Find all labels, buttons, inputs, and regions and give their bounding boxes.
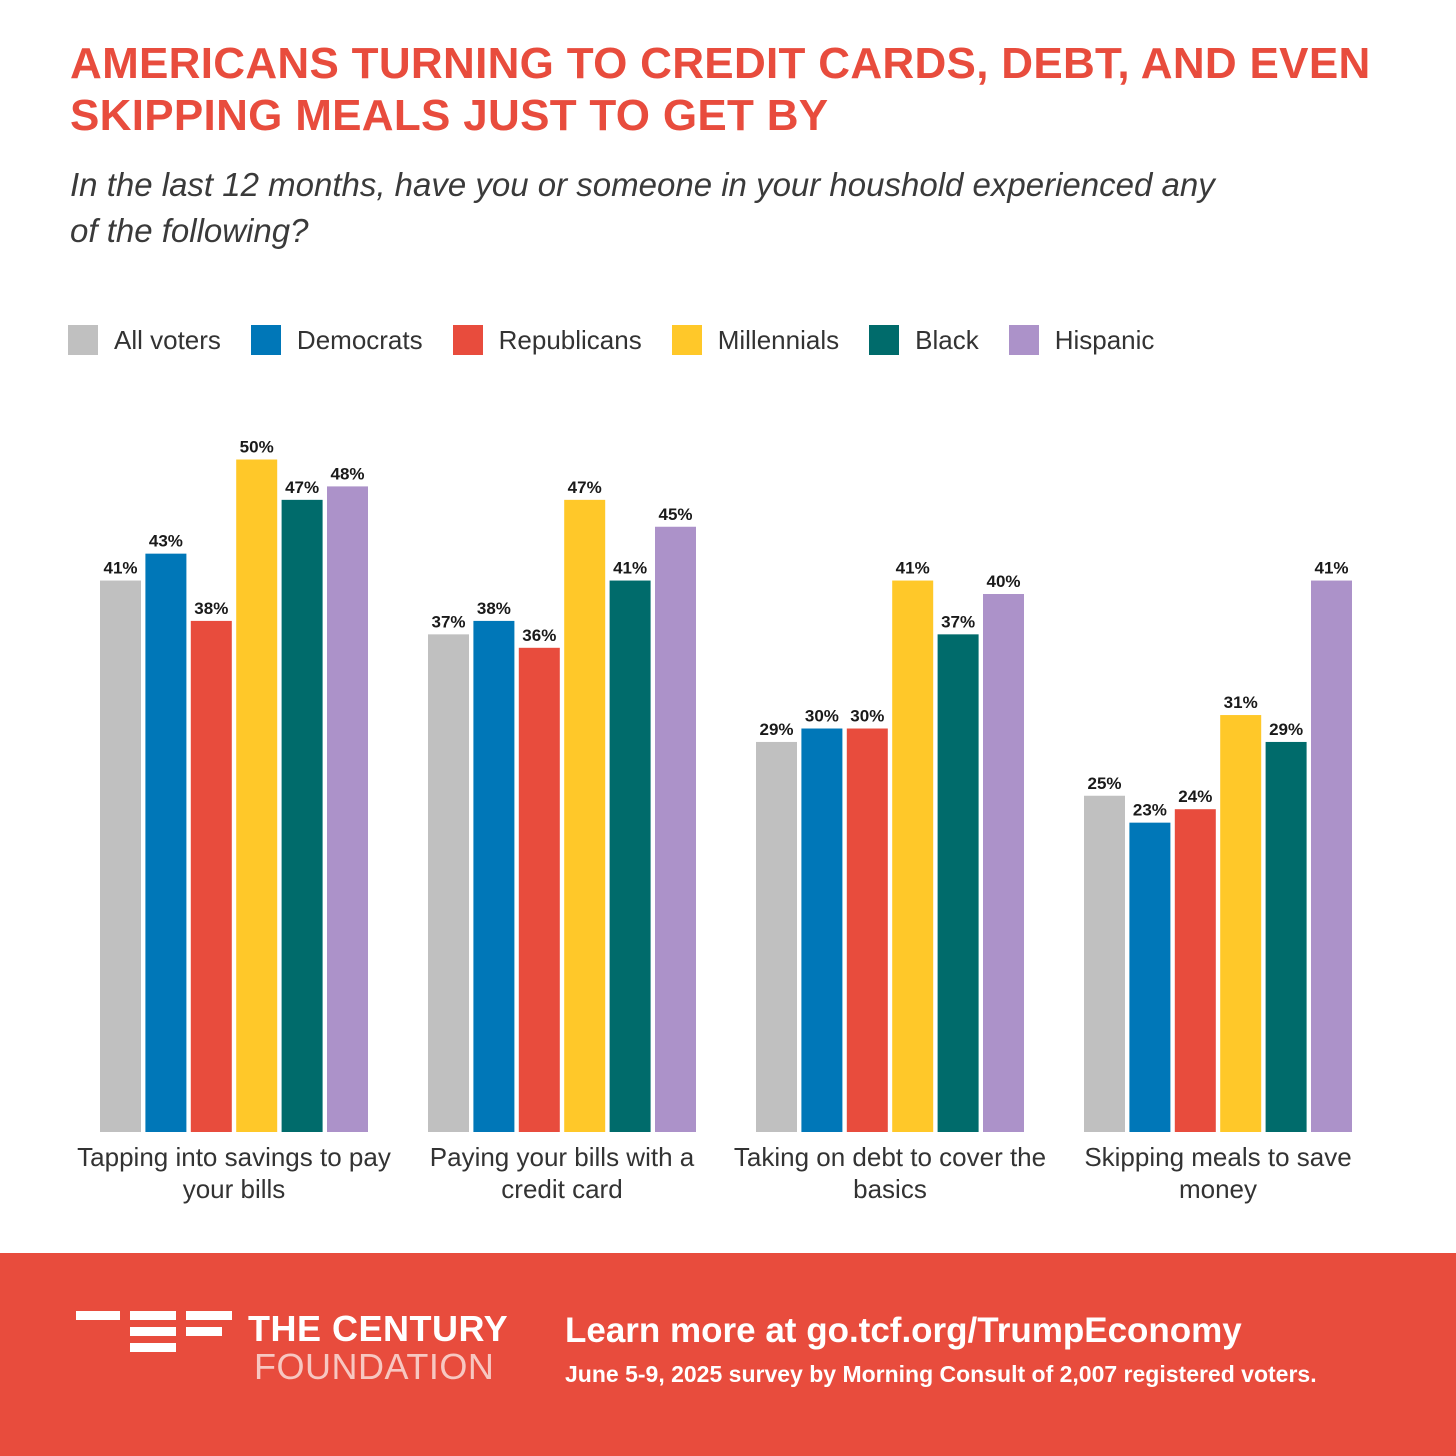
category-label: Tapping into savings to pay [77, 1142, 391, 1172]
data-label: 41% [103, 559, 137, 578]
chart-title: AMERICANS TURNING TO CREDIT CARDS, DEBT,… [70, 38, 1390, 142]
data-label: 24% [1178, 787, 1212, 806]
bar [281, 499, 323, 1133]
bar [145, 553, 187, 1132]
source-note: June 5-9, 2025 survey by Morning Consult… [565, 1361, 1317, 1387]
learn-more-link[interactable]: Learn more at go.tcf.org/TrumpEconomy [565, 1311, 1242, 1350]
legend-item: All voters [68, 325, 221, 356]
data-label: 41% [896, 559, 930, 578]
data-label: 40% [986, 572, 1020, 591]
bar [983, 594, 1024, 1132]
data-label: 23% [1133, 801, 1167, 820]
legend-label: Black [915, 324, 979, 355]
category-label: Skipping meals to save [1084, 1142, 1351, 1172]
bar [846, 728, 888, 1132]
data-label: 38% [477, 599, 511, 618]
category-group: 29% 30% 30% 41% 37% 40% Taking on debt to cove… [734, 559, 1046, 1204]
legend-label: Hispanic [1054, 324, 1155, 355]
chart-subtitle: In the last 12 months, have you or someo… [70, 166, 1215, 249]
category-label: money [1179, 1174, 1257, 1204]
data-label: 31% [1224, 693, 1258, 712]
legend-swatch [671, 325, 702, 355]
data-label: 29% [759, 720, 793, 739]
category-group: 41% 43% 38% 50% 47% 48% Tapping into savings t… [77, 438, 391, 1205]
org-name-sub: FOUNDATION [254, 1346, 495, 1387]
legend-item: Republicans [452, 324, 642, 356]
category-group: 37% 38% 36% 47% 41% 45% Paying your bills with… [428, 478, 696, 1204]
legend: All voters Democrats Republicans Millennial… [68, 322, 1184, 358]
legend-label: All voters [114, 324, 221, 355]
bar [892, 580, 934, 1132]
bar [1220, 715, 1262, 1132]
legend-label: Democrats [296, 324, 423, 355]
bar [518, 647, 560, 1132]
data-label: 29% [1269, 720, 1303, 739]
data-label: 48% [330, 464, 364, 483]
data-label: 45% [658, 505, 692, 524]
bar [801, 728, 843, 1132]
bar [1174, 809, 1216, 1132]
category-group: 25% 23% 24% 31% 29% 41% Skipping meals to save… [1084, 559, 1352, 1204]
legend-swatch [68, 325, 98, 355]
bar [327, 486, 368, 1132]
title-line-1: AMERICANS TURNING TO CREDIT CARDS, DEBT,… [70, 39, 1371, 88]
century-foundation-logo-icon [76, 1311, 232, 1352]
legend-swatch [452, 325, 483, 355]
bar [937, 634, 979, 1132]
bar [100, 580, 141, 1132]
data-label: 36% [522, 626, 556, 645]
category-label: Taking on debt to cover the [734, 1142, 1046, 1172]
bar [1311, 580, 1352, 1132]
bar [1084, 795, 1125, 1132]
data-label: 47% [285, 478, 319, 497]
category-label: Paying your bills with a [430, 1142, 695, 1172]
category-label: credit card [501, 1174, 622, 1204]
legend-item: Black [869, 325, 979, 356]
category-label: your bills [183, 1174, 286, 1204]
bar [564, 499, 606, 1133]
data-label: 38% [194, 599, 228, 618]
legend-swatch [1008, 325, 1039, 355]
data-label: 41% [1314, 559, 1348, 578]
bar [756, 741, 797, 1132]
bar [1265, 741, 1307, 1132]
bar [609, 580, 651, 1132]
bar [190, 620, 232, 1132]
title-line-2: SKIPPING MEALS JUST TO GET BY [70, 91, 829, 140]
data-label: 37% [941, 612, 975, 631]
legend-label: Republicans [498, 324, 642, 355]
bar-chart: 41% 43% 38% 50% 47% 48% Tapping into savings t… [77, 438, 1352, 1205]
data-label: 30% [805, 707, 839, 726]
legend-label: Millennials [717, 324, 840, 355]
legend-swatch [869, 325, 900, 355]
bar [1129, 822, 1171, 1132]
bar [655, 526, 696, 1132]
category-label: basics [853, 1174, 927, 1204]
data-label: 41% [613, 559, 647, 578]
legend-item: Democrats [250, 324, 423, 356]
data-label: 43% [149, 532, 183, 551]
bar [236, 459, 278, 1132]
org-name: THE CENTURY [248, 1308, 509, 1349]
data-label: 50% [240, 438, 274, 457]
footer-banner: THE CENTURY FOUNDATION Learn more at go.… [0, 1253, 1456, 1456]
legend-item: Hispanic [1008, 324, 1155, 356]
legend-item: Millennials [671, 324, 840, 356]
data-label: 37% [431, 612, 465, 631]
bar [473, 620, 515, 1132]
data-label: 30% [850, 707, 884, 726]
data-label: 25% [1087, 774, 1121, 793]
bar [428, 634, 469, 1132]
legend-swatch [250, 325, 281, 355]
data-label: 47% [568, 478, 602, 497]
